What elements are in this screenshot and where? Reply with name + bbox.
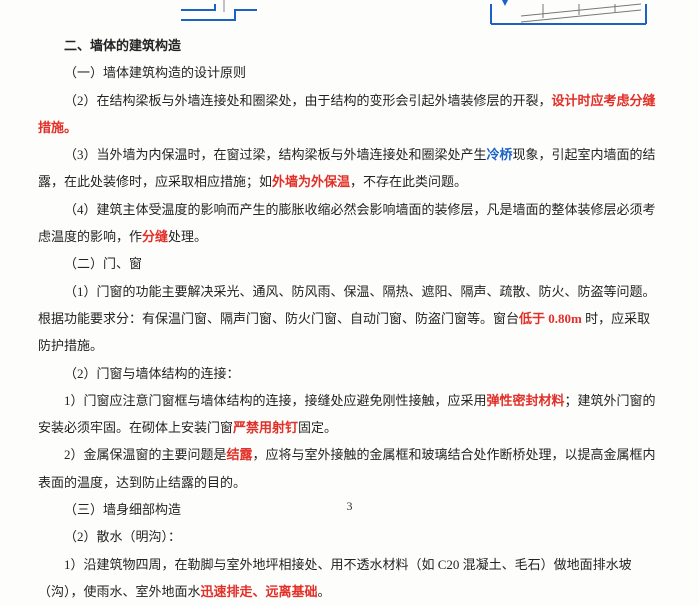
text: 1）沿建筑物四周，在勒脚与室外地坪相接处、用不透水材料（如 C20 混凝土、毛石… bbox=[38, 557, 632, 599]
text-emphasis-blue: 冷桥 bbox=[487, 147, 513, 162]
text: 2）金属保温窗的主要问题是 bbox=[64, 447, 227, 462]
text-emphasis-red: 迅速排走、远离基础 bbox=[201, 584, 318, 599]
stair-diagram-right bbox=[491, 4, 661, 26]
para-8: 2）金属保温窗的主要问题是结露，应将与室外接触的金属框和玻璃结合处作断桥处理，以… bbox=[38, 441, 661, 496]
text-emphasis-red: 外墙为外保温 bbox=[272, 174, 350, 189]
text-emphasis-red: 结露 bbox=[227, 447, 253, 462]
text: （3）当外墙为内保温时，在窗过梁，结构梁板与外墙连接处和圈梁处产生 bbox=[64, 147, 487, 162]
subsection-1: （一）墙体建筑构造的设计原则 bbox=[38, 59, 661, 86]
para-7: 1）门窗应注意门窗框与墙体结构的连接，接缝处应避免刚性接触，应采用弹性密封材料；… bbox=[38, 387, 661, 442]
page-number: 3 bbox=[347, 494, 353, 519]
para-5: （1）门窗的功能主要解决采光、通风、防风雨、保温、隔热、遮阳、隔声、疏散、防火、… bbox=[38, 278, 661, 360]
text: （2）在结构梁板与外墙连接处和圈梁处，由于结构的变形会引起外墙装修层的开裂， bbox=[64, 93, 552, 108]
section-heading: 二、墙体的建筑构造 bbox=[38, 32, 661, 59]
text: 1）门窗应注意门窗框与墙体结构的连接，接缝处应避免刚性接触，应采用 bbox=[64, 393, 487, 408]
text-emphasis-red: 严禁用射钉 bbox=[233, 420, 298, 435]
text: 固定。 bbox=[298, 420, 337, 435]
para-6: （2）门窗与墙体结构的连接： bbox=[38, 360, 661, 387]
text-emphasis-red: 分缝 bbox=[142, 229, 168, 244]
para-2: （2）在结构梁板与外墙连接处和圈梁处，由于结构的变形会引起外墙装修层的开裂，设计… bbox=[38, 87, 661, 142]
text: 。 bbox=[318, 584, 331, 599]
para-10: 1）沿建筑物四周，在勒脚与室外地坪相接处、用不透水材料（如 C20 混凝土、毛石… bbox=[38, 551, 661, 605]
stair-diagram-left bbox=[181, 4, 301, 26]
text-emphasis-red: 弹性密封材料 bbox=[487, 393, 565, 408]
text-emphasis-red: 低于 0.80m bbox=[519, 311, 582, 326]
header-illustration bbox=[38, 4, 661, 26]
subsection-2: （二）门、窗 bbox=[38, 250, 661, 277]
text: （4）建筑主体受温度的影响而产生的膨胀收缩必然会影响墙面的装修层，凡是墙面的整体… bbox=[38, 202, 656, 244]
para-3: （3）当外墙为内保温时，在窗过梁，结构梁板与外墙连接处和圈梁处产生冷桥现象，引起… bbox=[38, 141, 661, 196]
para-4: （4）建筑主体受温度的影响而产生的膨胀收缩必然会影响墙面的装修层，凡是墙面的整体… bbox=[38, 196, 661, 251]
para-9: （2）散水（明沟）： bbox=[38, 523, 661, 550]
text: 处理。 bbox=[168, 229, 207, 244]
text: ，不存在此类问题。 bbox=[350, 174, 467, 189]
